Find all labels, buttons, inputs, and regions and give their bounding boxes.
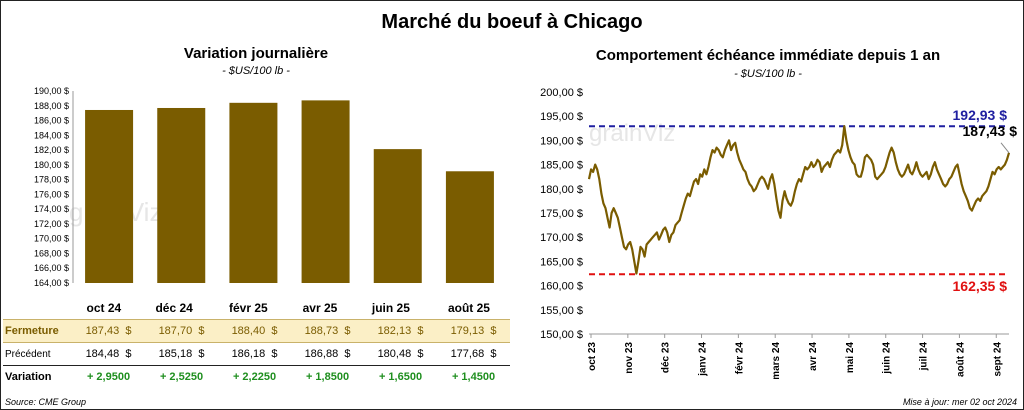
table-header-cell: déc 24: [155, 301, 193, 315]
table-row-label: Fermeture: [5, 325, 59, 337]
line-xtick-label: oct 23: [587, 342, 598, 371]
table-row: Variation + 2,9500 + 2,5250 + 2,2250 + 1,850…: [3, 366, 510, 389]
table-cell: + 2,2250: [232, 371, 277, 383]
left-chart-subtitle: - $US/100 lb -: [222, 65, 290, 77]
line-series: 187,43 $: [587, 123, 1018, 275]
line-ytick-label: 180,00 $: [540, 184, 583, 196]
table-cell: 177,68 $: [450, 348, 497, 360]
bar-chart: grainViz 164,00 $166,00 $168,00 $170,00 …: [34, 86, 494, 288]
table-cell: 187,70 $: [158, 325, 205, 337]
line-xtick-label: sept 24: [992, 342, 1003, 377]
bar-ytick-label: 182,00 $: [34, 145, 69, 155]
table-cell: 186,88 $: [304, 348, 351, 360]
bar: [157, 107, 206, 283]
line-ytick-label: 160,00 $: [540, 281, 583, 293]
table-header-row: oct 24 déc 24 févr 25 avr 25 juin 25 août 25: [3, 297, 510, 319]
table-header-cell: oct 24: [86, 301, 122, 315]
table-cell: 180,48 $: [377, 348, 424, 360]
table-cell: + 1,4500: [451, 371, 496, 383]
table-cell: 179,13 $: [450, 325, 497, 337]
table-header-cell: juin 25: [371, 301, 410, 315]
line-xtick-label: févr 24: [734, 342, 745, 375]
last-value-leader: [1000, 142, 1010, 154]
page-title: Marché du boeuf à Chicago: [381, 11, 643, 33]
update-note: Mise à jour: mer 02 oct 2024: [902, 397, 1017, 407]
bar-ytick-label: 170,00 $: [34, 234, 69, 244]
line-ytick-label: 150,00 $: [540, 329, 583, 341]
table-row: Précédent 184,48 $ 185,18 $ 186,18 $ 186,88 …: [3, 343, 510, 366]
table-cell: + 2,9500: [86, 371, 131, 383]
table-cell: 184,48 $: [85, 348, 132, 360]
line-ytick-label: 200,00 $: [540, 87, 583, 99]
table-cell: 188,73 $: [304, 325, 351, 337]
line-xtick-label: mars 24: [771, 342, 782, 379]
line-ytick-label: 185,00 $: [540, 160, 583, 172]
bar-ytick-label: 172,00 $: [34, 219, 69, 229]
table-cell: 188,40 $: [231, 325, 278, 337]
reference-lines: 192,93 $ 162,35 $: [589, 107, 1009, 294]
line-chart: grainViz 150,00 $ 155,00 $ 160,00 $ 165,00 …: [540, 87, 1018, 379]
source-note: Source: CME Group: [5, 397, 87, 407]
bar-ytick-label: 178,00 $: [34, 175, 69, 185]
line-xtick-label: mai 24: [845, 342, 856, 374]
table-cell: + 1,6500: [378, 371, 423, 383]
bar-ytick-label: 186,00 $: [34, 116, 69, 126]
bar-ytick-label: 164,00 $: [34, 278, 69, 288]
line-y-axis: 150,00 $ 155,00 $ 160,00 $ 165,00 $ 170,00 $…: [540, 87, 1009, 341]
table-cell: 187,43 $: [85, 325, 132, 337]
bar: [229, 102, 278, 283]
bar-ytick-label: 190,00 $: [34, 86, 69, 96]
bar: [373, 149, 422, 283]
bar-series: [85, 100, 494, 284]
bar-ytick-label: 166,00 $: [34, 263, 69, 273]
bar-ytick-label: 188,00 $: [34, 101, 69, 111]
bar-ytick-label: 180,00 $: [34, 160, 69, 170]
price-table: oct 24 déc 24 févr 25 avr 25 juin 25 août 25 …: [3, 297, 510, 388]
table-cell: 182,13 $: [377, 325, 424, 337]
line-watermark: grainViz: [589, 120, 675, 147]
table-row-label: Variation: [5, 371, 52, 383]
bar-ytick-label: 174,00 $: [34, 204, 69, 214]
line-ytick-label: 165,00 $: [540, 256, 583, 268]
table-cell: + 1,8500: [305, 371, 350, 383]
line-ytick-label: 155,00 $: [540, 305, 583, 317]
right-chart-subtitle: - $US/100 lb -: [734, 68, 802, 80]
bar: [445, 171, 494, 283]
table-header-cell: avr 25: [302, 301, 338, 315]
line-xtick-label: avr 24: [808, 342, 819, 371]
right-chart-title: Comportement échéance immédiate depuis 1…: [595, 47, 941, 64]
bar-ytick-label: 168,00 $: [34, 248, 69, 258]
bar-y-axis: 164,00 $ 166,00 $ 168,00 $ 170,00 $ 172,00 $…: [34, 86, 74, 288]
line-xtick-label: déc 23: [661, 342, 672, 374]
table-row-label: Précédent: [5, 348, 51, 360]
line-ytick-label: 195,00 $: [540, 111, 583, 123]
line-xtick-label: août 24: [955, 342, 966, 377]
low-label: 162,35 $: [953, 278, 1008, 294]
line-ytick-label: 175,00 $: [540, 208, 583, 220]
bar: [85, 109, 134, 284]
line-ytick-label: 170,00 $: [540, 232, 583, 244]
price-line: [587, 125, 1011, 275]
last-value-label: 187,43 $: [963, 123, 1018, 139]
bar: [301, 100, 350, 283]
bar-ytick-label: 184,00 $: [34, 130, 69, 140]
left-chart-title: Variation journalière: [183, 45, 329, 62]
line-xtick-label: nov 23: [624, 342, 635, 374]
table-cell: + 2,5250: [159, 371, 204, 383]
bar-ytick-label: 176,00 $: [34, 189, 69, 199]
table-cell: 185,18 $: [158, 348, 205, 360]
line-xtick-label: juin 24: [882, 342, 893, 375]
line-xtick-label: janv 24: [698, 342, 709, 377]
line-xtick-label: juil 24: [919, 342, 930, 372]
table-header-cell: févr 25: [228, 301, 268, 315]
line-ytick-label: 190,00 $: [540, 135, 583, 147]
table-cell: 186,18 $: [231, 348, 278, 360]
high-label: 192,93 $: [953, 107, 1008, 123]
table-header-cell: août 25: [447, 301, 490, 315]
line-x-axis: oct 23 nov 23 déc 23 janv 24 févr 24 mars 24 a…: [587, 334, 1003, 379]
table-row: Fermeture 187,43 $ 187,70 $ 188,40 $ 188,73 …: [3, 319, 510, 343]
